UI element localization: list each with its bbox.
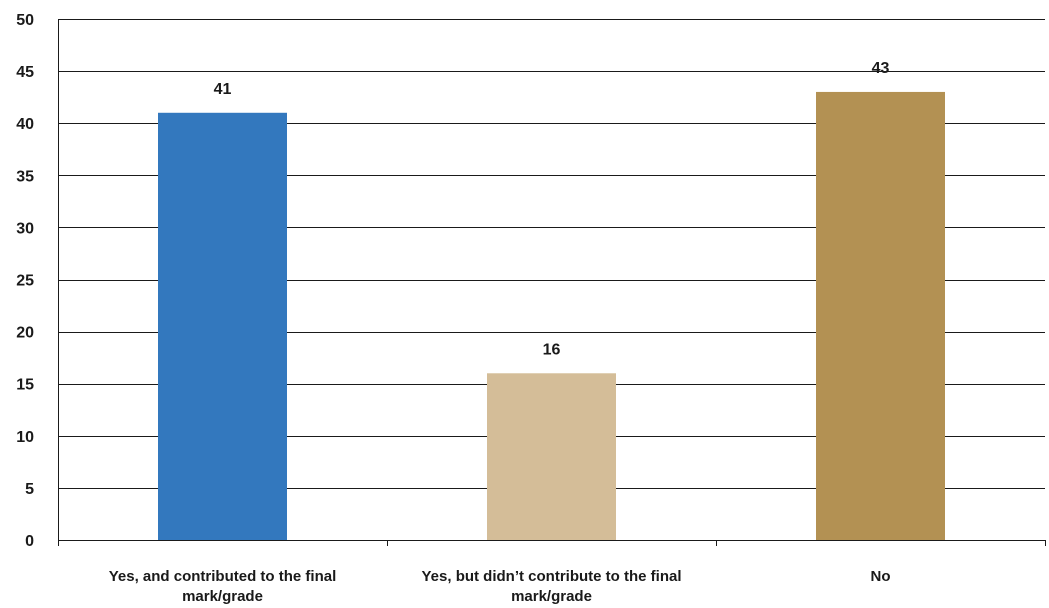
y-tick-label-20: 20 [16,325,34,342]
y-tick-label-50: 50 [16,12,34,29]
bar-3 [816,91,945,540]
y-tick-label-35: 35 [16,168,34,185]
y-tick-label-0: 0 [25,533,34,550]
y-tick-label-30: 30 [16,220,34,237]
data-label-3: 43 [872,60,890,77]
data-label-1: 41 [214,81,232,98]
axes [58,19,1046,546]
category-label-3: No [871,568,891,585]
data-label-2: 16 [543,341,561,358]
y-tick-label-5: 5 [25,481,34,498]
data-labels: 41 16 43 [214,60,890,358]
y-tick-label-10: 10 [16,429,34,446]
y-tick-label-25: 25 [16,273,34,290]
y-tick-label-15: 15 [16,377,34,394]
y-tick-label-45: 45 [16,64,34,81]
y-axis-tick-labels: 0 5 10 15 20 25 30 35 40 45 50 [16,12,34,550]
bar-1 [158,112,287,540]
category-label-2: Yes, but didn’t contribute to the final m… [422,568,682,605]
y-tick-label-40: 40 [16,116,34,133]
x-axis-category-labels: Yes, and contributed to the final mark/gr… [109,568,891,605]
bars [158,91,945,540]
category-label-1: Yes, and contributed to the final mark/gr… [109,568,337,605]
bar-2 [487,373,616,540]
